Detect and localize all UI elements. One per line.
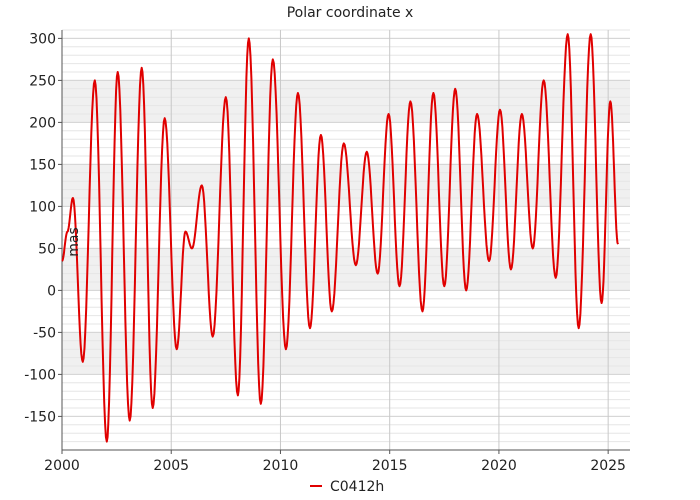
x-tick-label: 2015 [372, 458, 408, 474]
chart-title: Polar coordinate x [287, 5, 414, 21]
background-band [62, 332, 630, 375]
background-band [62, 164, 630, 207]
x-tick-label: 2000 [44, 458, 80, 474]
y-tick-label: 250 [29, 73, 56, 89]
legend: C0412h [310, 479, 384, 495]
y-tick-label: -100 [24, 367, 56, 383]
background-band [62, 248, 630, 291]
y-tick-label: -150 [24, 409, 56, 425]
y-tick-label: 0 [47, 283, 56, 299]
y-tick-label: -50 [33, 325, 56, 341]
y-tick-label: 150 [29, 157, 56, 173]
x-tick-label: 2005 [153, 458, 189, 474]
series-lines [61, 33, 619, 443]
x-tick-label: 2010 [263, 458, 299, 474]
legend-entry: C0412h [330, 479, 384, 495]
y-tick-label: 300 [29, 31, 56, 47]
y-axis-label: mas [66, 227, 82, 257]
y-tick-label: 50 [38, 241, 56, 257]
axes [58, 30, 630, 454]
background-band [62, 80, 630, 123]
series-line-C0412h [61, 33, 619, 443]
x-tick-label: 2025 [590, 458, 626, 474]
x-tick-label: 2020 [481, 458, 517, 474]
y-tick-label: 200 [29, 115, 56, 131]
background-bands [62, 80, 630, 375]
y-tick-label: 100 [29, 199, 56, 215]
y-tick-labels: -150 -100 -50 0 50 100 150 200 250 300 [24, 31, 56, 425]
x-tick-labels: 2000 2005 2010 2015 2020 2025 [44, 458, 626, 474]
